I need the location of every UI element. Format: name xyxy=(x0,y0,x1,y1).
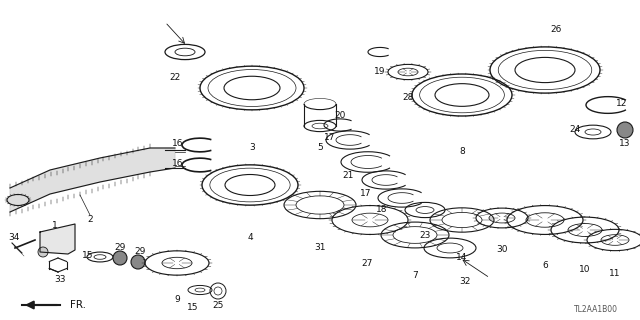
Text: 26: 26 xyxy=(550,26,562,35)
Circle shape xyxy=(38,247,48,257)
Ellipse shape xyxy=(7,195,29,205)
Text: 10: 10 xyxy=(579,266,591,275)
Text: 17: 17 xyxy=(324,133,336,142)
Text: 32: 32 xyxy=(460,277,470,286)
Polygon shape xyxy=(10,148,175,212)
Circle shape xyxy=(113,251,127,265)
Text: 29: 29 xyxy=(115,243,125,252)
Text: 16: 16 xyxy=(172,139,184,148)
Text: 22: 22 xyxy=(170,74,180,83)
Text: 12: 12 xyxy=(616,99,628,108)
Text: 4: 4 xyxy=(247,234,253,243)
Text: 13: 13 xyxy=(620,139,631,148)
Text: 17: 17 xyxy=(360,188,372,197)
Text: 20: 20 xyxy=(334,110,346,119)
Circle shape xyxy=(131,255,145,269)
Text: 7: 7 xyxy=(412,271,418,281)
Text: 34: 34 xyxy=(8,233,20,242)
Text: 28: 28 xyxy=(403,93,413,102)
Text: 15: 15 xyxy=(83,251,93,260)
Text: 14: 14 xyxy=(456,253,468,262)
Text: 1: 1 xyxy=(52,220,58,229)
Text: 31: 31 xyxy=(314,244,326,252)
Text: 24: 24 xyxy=(570,125,580,134)
Text: 29: 29 xyxy=(134,246,146,255)
Text: 21: 21 xyxy=(342,171,354,180)
Text: 25: 25 xyxy=(212,301,224,310)
Text: 6: 6 xyxy=(542,260,548,269)
Circle shape xyxy=(617,122,633,138)
Text: 23: 23 xyxy=(419,231,431,241)
Text: FR.: FR. xyxy=(70,300,86,310)
Text: 8: 8 xyxy=(459,148,465,156)
Text: 30: 30 xyxy=(496,245,508,254)
Text: 15: 15 xyxy=(188,302,199,311)
Text: 11: 11 xyxy=(609,269,621,278)
Text: 5: 5 xyxy=(317,143,323,153)
Text: 18: 18 xyxy=(376,205,388,214)
Polygon shape xyxy=(40,224,75,254)
Text: 2: 2 xyxy=(87,215,93,225)
Text: 3: 3 xyxy=(249,143,255,153)
Text: 19: 19 xyxy=(374,68,386,76)
Text: 33: 33 xyxy=(54,275,66,284)
Text: 27: 27 xyxy=(362,260,372,268)
Text: 9: 9 xyxy=(174,295,180,305)
Text: TL2AA1B00: TL2AA1B00 xyxy=(574,305,618,314)
Text: 16: 16 xyxy=(172,158,184,167)
